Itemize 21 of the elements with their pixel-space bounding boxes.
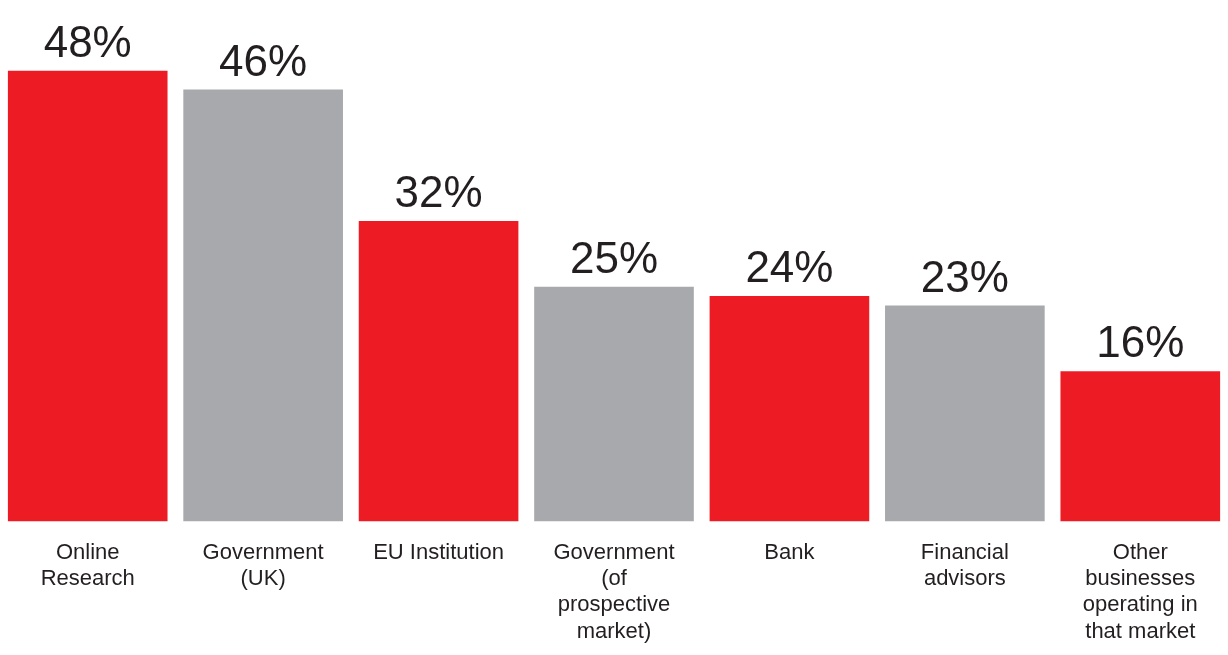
x-tick-label: Bank [764, 538, 816, 564]
x-tick-label: Financial advisors [920, 538, 1009, 591]
data-label: 25% [569, 232, 659, 282]
bar [534, 286, 694, 522]
data-label: 48% [43, 16, 132, 66]
x-tick-label: Government (of prospective market) [553, 538, 675, 643]
x-tick-label: Government (UK) [202, 538, 324, 591]
data-label: 24% [745, 242, 834, 292]
x-tick-label: Online Research [40, 538, 135, 591]
x-tick-label: Other businesses operating in that market [1082, 538, 1198, 643]
data-label: 32% [394, 167, 483, 217]
bar [1060, 371, 1221, 522]
x-tick-label: EU Institution [373, 538, 504, 564]
data-label: 46% [219, 35, 308, 85]
bar [709, 296, 870, 522]
bar [358, 220, 519, 522]
data-label: 16% [1096, 317, 1185, 367]
bar [885, 305, 1045, 522]
bar [183, 89, 343, 522]
data-label: 23% [920, 251, 1009, 301]
bar [7, 70, 168, 522]
